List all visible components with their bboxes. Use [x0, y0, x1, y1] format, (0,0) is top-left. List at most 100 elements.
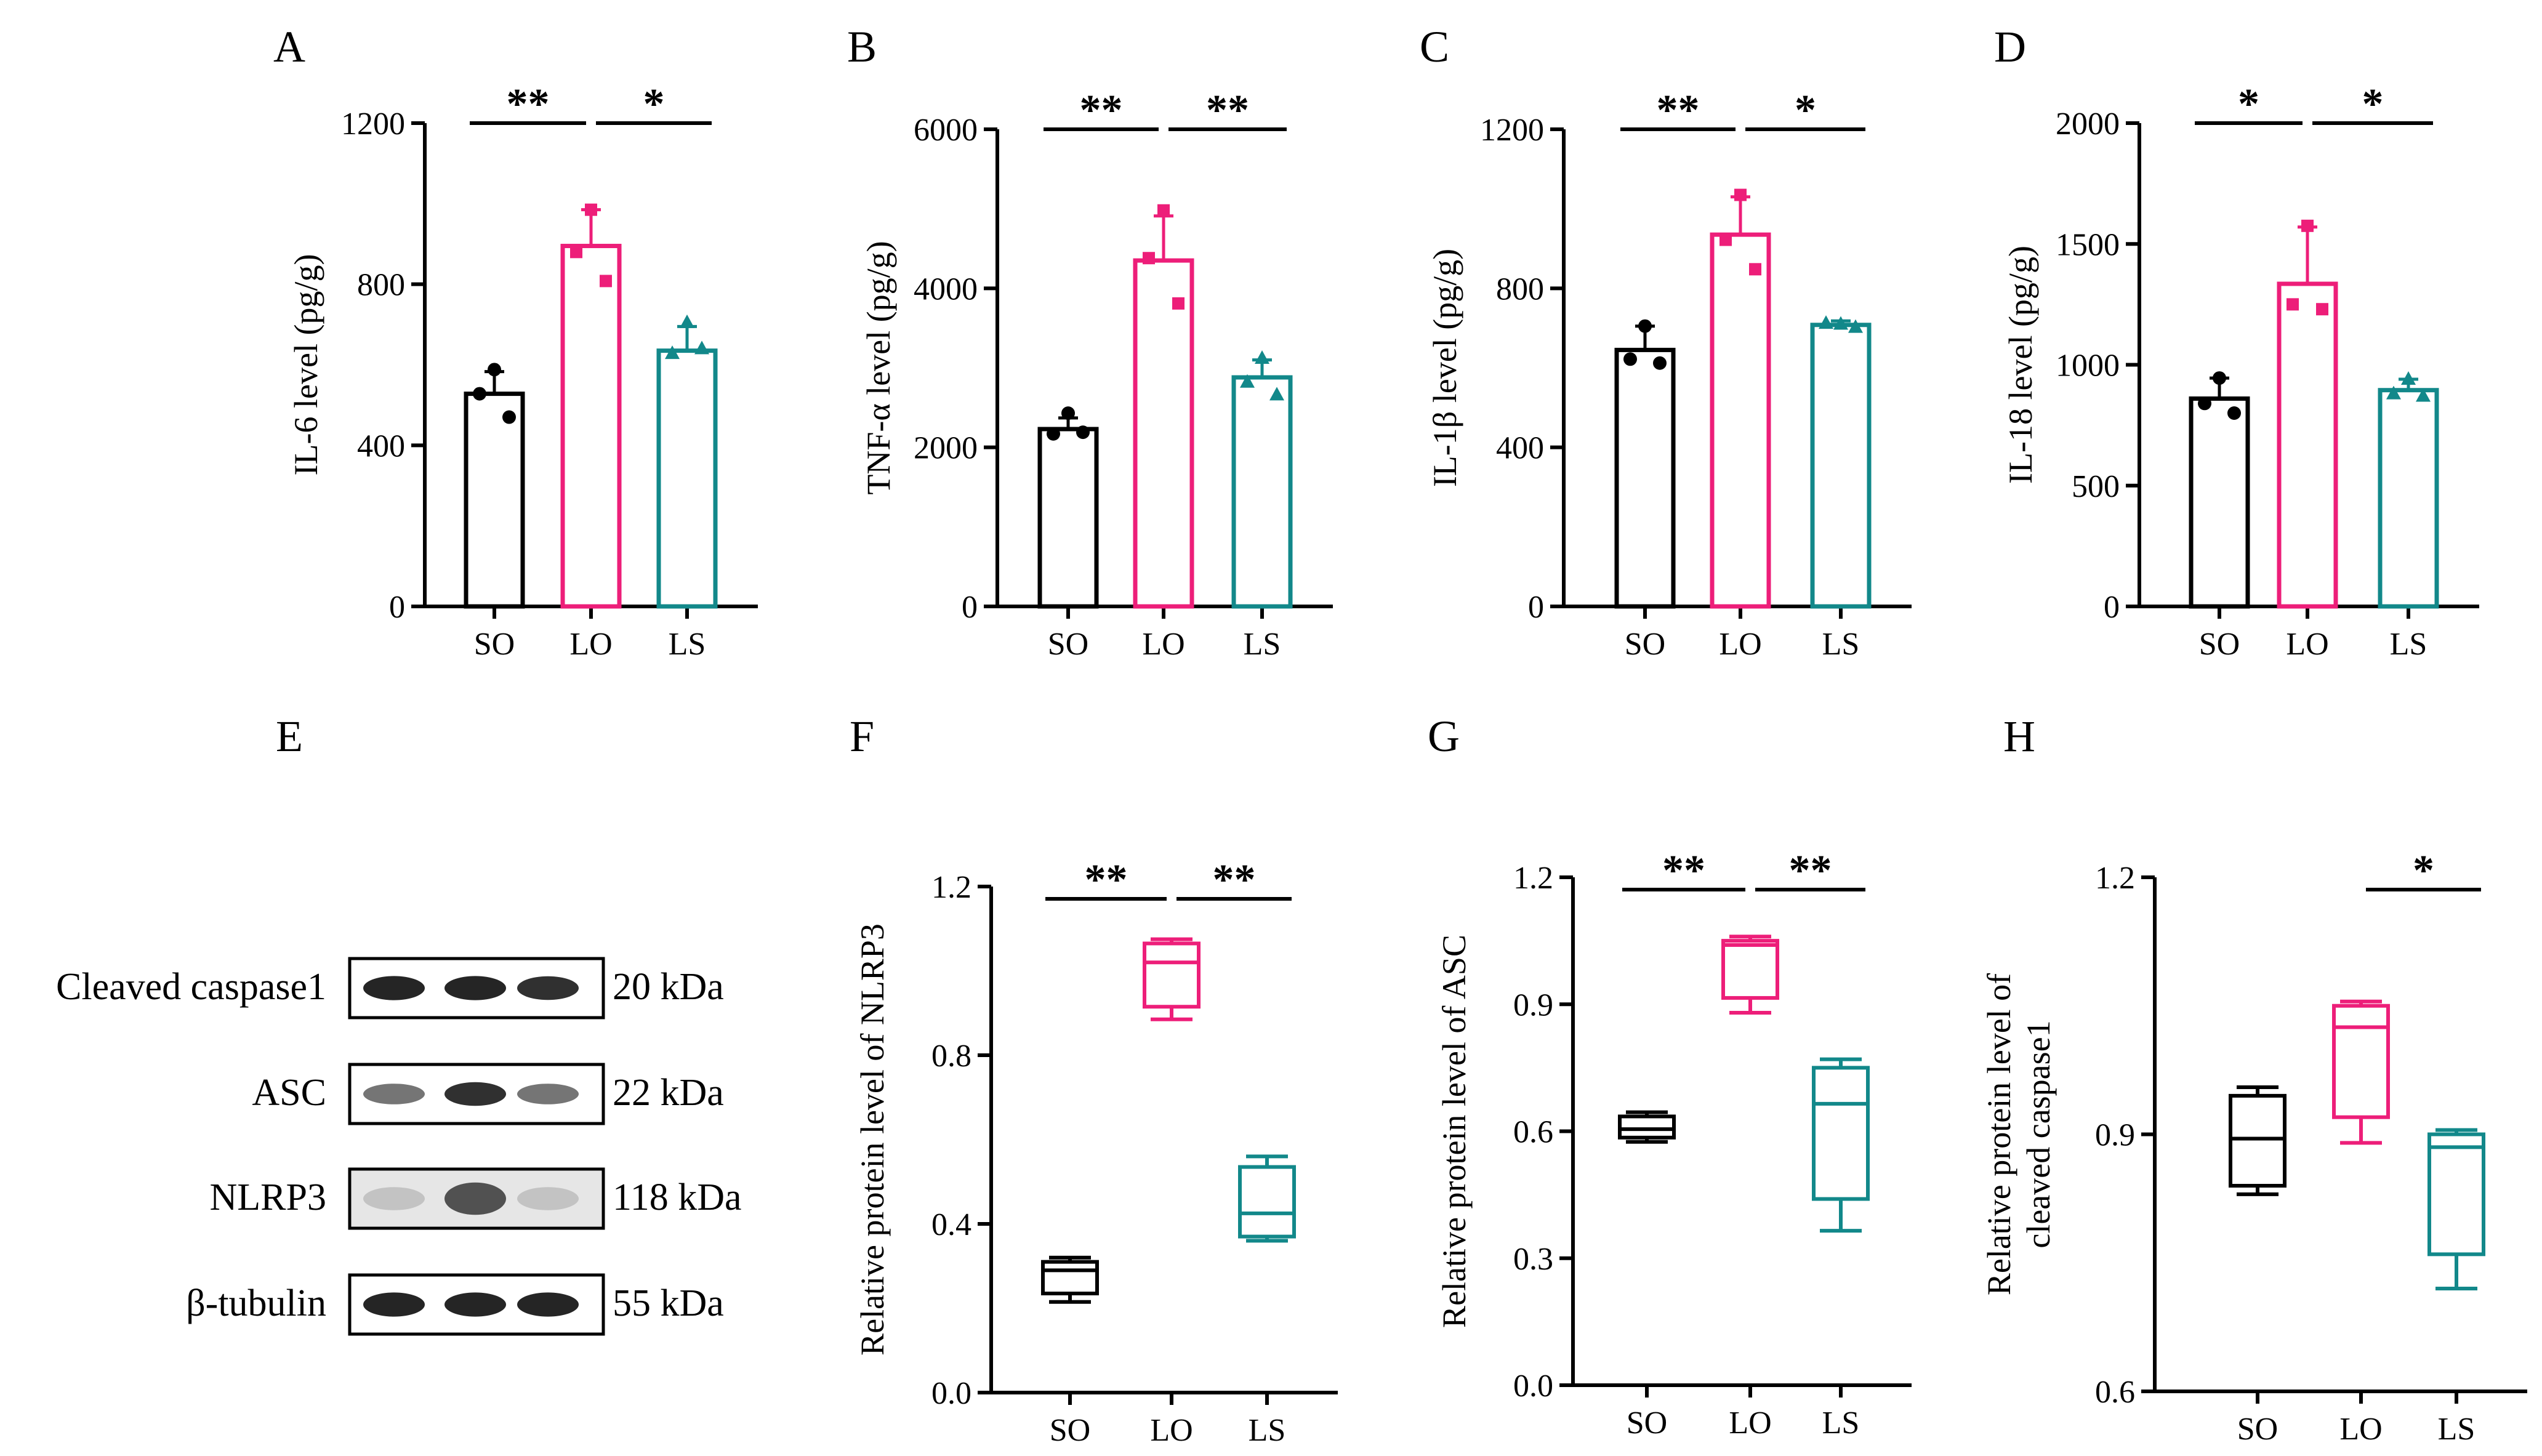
x-tick-label: SO: [1627, 1406, 1667, 1441]
blot-protein-label: NLRP3: [210, 1176, 326, 1218]
y-tick-label: 0.0: [931, 1376, 971, 1411]
x-tick-label: LS: [2438, 1412, 2476, 1447]
x-tick-label: LO: [1150, 1413, 1193, 1448]
box: [1618, 1114, 1676, 1140]
y-tick-label: 4000: [914, 271, 978, 307]
blot-band: [517, 1084, 579, 1104]
data-point: [1269, 387, 1284, 401]
data-point: [1255, 350, 1269, 364]
data-point: [1719, 233, 1732, 246]
y-tick-label: 6000: [914, 113, 978, 148]
data-point: [1638, 319, 1652, 333]
y-tick-label: 0.4: [931, 1207, 971, 1242]
x-tick-label: LS: [2390, 627, 2427, 662]
data-point: [1047, 427, 1060, 441]
y-tick-label: 400: [357, 428, 405, 464]
y-tick-label: 1200: [1480, 113, 1544, 148]
y-tick-label: 500: [2072, 469, 2120, 504]
data-point: [1819, 315, 1833, 329]
data-point: [1848, 319, 1863, 333]
blot-size-label: 20 kDa: [613, 966, 724, 1008]
x-tick-label: LO: [569, 627, 612, 662]
blot-protein-label: β-tubulin: [186, 1282, 326, 1324]
bar: [1710, 232, 1771, 609]
data-point: [1623, 352, 1637, 366]
significance-label: *: [643, 81, 665, 128]
significance-label: **: [1657, 87, 1700, 134]
data-point: [2386, 385, 2401, 400]
y-tick-label: 0.9: [1513, 987, 1553, 1023]
bar: [1231, 375, 1293, 609]
blot-size-label: 118 kDa: [613, 1176, 742, 1218]
x-tick-label: LO: [1142, 627, 1185, 662]
x-tick-label: LS: [1244, 627, 1281, 662]
y-axis-label: cleaved caspase1: [2020, 1020, 2057, 1248]
chart-panel-d: D 0 500 1000 1500 2000 SO LO LS IL-18 level (pg/g…: [1994, 22, 2479, 662]
data-point: [2401, 371, 2416, 385]
box: [2427, 1132, 2485, 1257]
bar: [1810, 323, 1872, 609]
chart-panel-g: G 0.0 0.3 0.6 0.9 1.2 SO LO LS Relative protein l…: [1428, 712, 1912, 1441]
y-tick-label: 800: [357, 268, 405, 303]
blot-size-label: 22 kDa: [613, 1072, 724, 1114]
y-tick-label: 0.8: [931, 1039, 971, 1074]
x-tick-label: SO: [474, 627, 515, 662]
data-point: [1240, 374, 1255, 388]
significance-label: *: [2362, 81, 2384, 128]
y-axis-label: IL-1β level (pg/g): [1426, 249, 1463, 487]
x-tick-label: SO: [1048, 627, 1088, 662]
y-tick-label: 0.6: [1513, 1115, 1553, 1150]
box: [1721, 939, 1779, 1000]
box: [1143, 941, 1201, 1009]
data-point: [473, 387, 486, 401]
blot-band: [363, 976, 425, 1000]
blot-band: [517, 1187, 579, 1210]
significance-label: **: [1085, 856, 1128, 904]
data-point: [600, 275, 612, 288]
chart-panel-h: H 0.6 0.9 1.2 SO LO LS Relative protein level o…: [1981, 712, 2527, 1447]
y-tick-label: 0: [389, 590, 405, 625]
significance-label: **: [1080, 87, 1123, 134]
bar: [1037, 427, 1099, 609]
data-point: [585, 203, 597, 216]
significance-label: *: [1795, 87, 1816, 134]
x-tick-label: LS: [1822, 1406, 1860, 1441]
data-point: [2213, 371, 2226, 385]
y-tick-label: 0.6: [2095, 1375, 2135, 1410]
blot-protein-label: Cleaved caspase1: [56, 966, 326, 1008]
bar: [2189, 396, 2250, 609]
significance-label: **: [507, 81, 550, 128]
x-tick-label: LO: [2286, 627, 2328, 662]
data-point: [2316, 303, 2328, 316]
panel-letter: F: [850, 712, 874, 761]
blot-bands: [348, 957, 605, 1336]
y-tick-label: 400: [1496, 431, 1544, 466]
y-tick-label: 1.2: [931, 870, 971, 905]
significance-label: **: [1662, 847, 1705, 895]
blot-protein-label: ASC: [252, 1072, 326, 1114]
significance-label: **: [1789, 847, 1832, 895]
data-point: [1833, 316, 1848, 330]
data-point: [1143, 252, 1155, 265]
y-axis-label: IL-18 level (pg/g): [2002, 246, 2039, 484]
x-tick-label: SO: [2199, 627, 2240, 662]
blot-size-label: 55 kDa: [613, 1282, 724, 1324]
box: [1041, 1260, 1099, 1296]
blot-band: [363, 1084, 425, 1104]
box: [2332, 1004, 2390, 1119]
x-tick-label: LS: [1822, 627, 1860, 662]
bar: [1614, 347, 1676, 609]
y-axis-label: Relative protein level of NLRP3: [854, 923, 891, 1356]
y-tick-label: 0: [1528, 590, 1544, 625]
data-point: [1734, 188, 1747, 201]
data-point: [488, 363, 501, 377]
y-tick-label: 0: [2104, 590, 2120, 625]
data-point: [2301, 219, 2314, 232]
data-point: [2287, 298, 2299, 311]
bar: [1133, 258, 1194, 609]
bar: [2378, 388, 2439, 609]
y-tick-label: 1500: [2056, 227, 2120, 262]
data-point: [694, 340, 709, 355]
